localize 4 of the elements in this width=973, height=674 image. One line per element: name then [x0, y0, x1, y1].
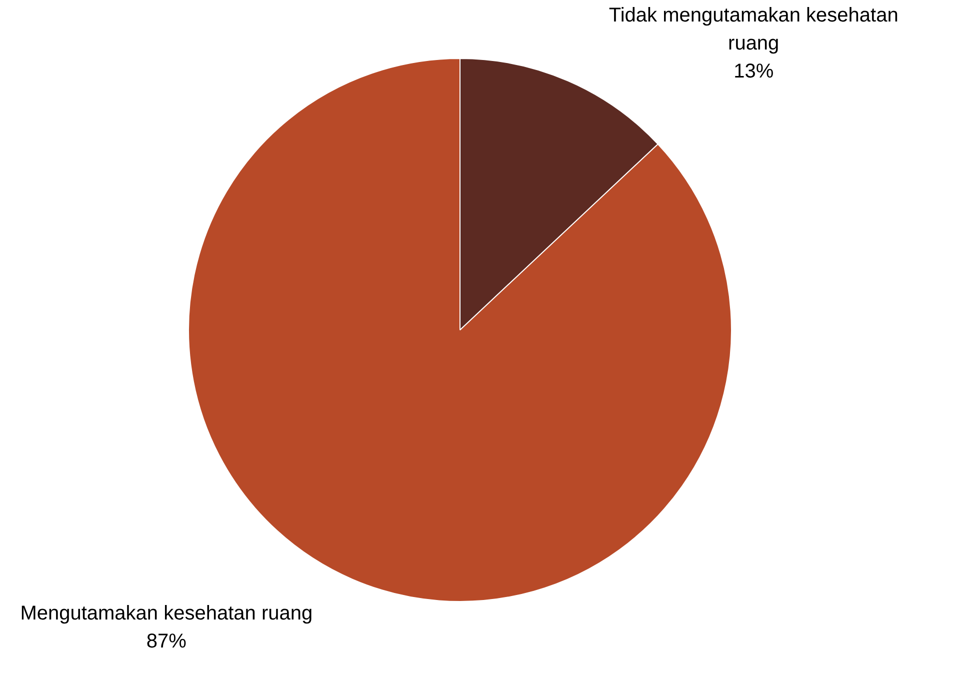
- slice-label: Mengutamakan kesehatan ruang: [20, 602, 313, 625]
- data-label: 87%: [146, 630, 187, 653]
- slice-label: Tidak mengutamakan kesehatan ruang: [608, 4, 898, 55]
- data-label: 13%: [734, 60, 774, 83]
